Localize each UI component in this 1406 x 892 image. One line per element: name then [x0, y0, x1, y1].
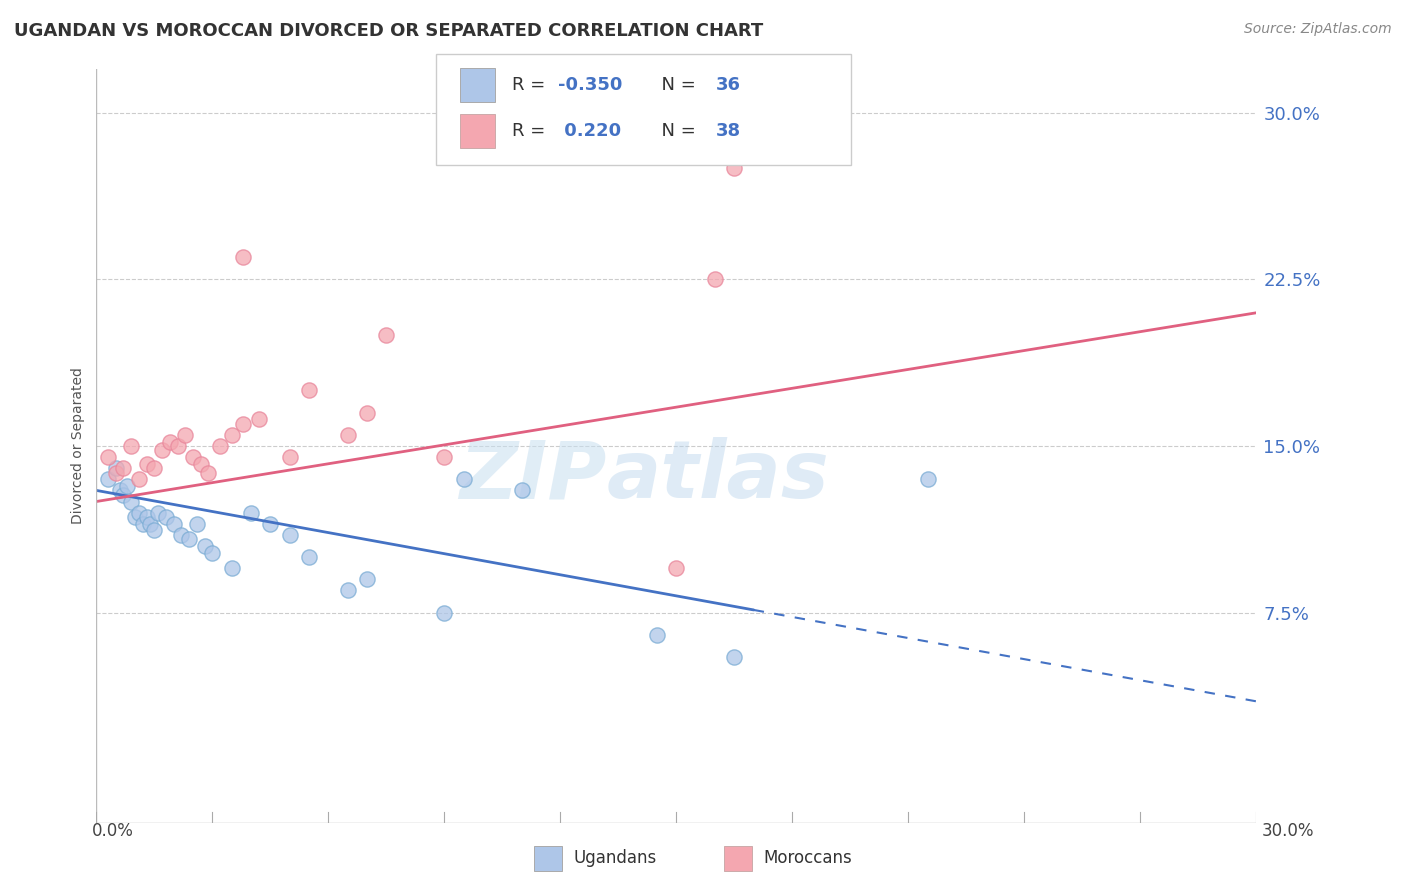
- Point: [278, 528, 301, 542]
- Text: R =: R =: [512, 122, 551, 140]
- Point: [104, 461, 127, 475]
- Point: [453, 472, 475, 486]
- Text: Moroccans: Moroccans: [763, 849, 852, 867]
- Point: [128, 472, 150, 486]
- Point: [190, 457, 212, 471]
- Text: N =: N =: [650, 76, 702, 94]
- Point: [117, 479, 139, 493]
- Point: [148, 506, 170, 520]
- Point: [112, 461, 135, 475]
- Point: [221, 428, 243, 442]
- Point: [139, 516, 162, 531]
- Point: [232, 417, 254, 431]
- Point: [247, 412, 270, 426]
- Point: [201, 545, 224, 559]
- Text: 36: 36: [716, 76, 741, 94]
- Point: [665, 561, 688, 575]
- Point: [336, 428, 359, 442]
- Point: [510, 483, 533, 498]
- Point: [723, 649, 745, 664]
- Point: [375, 328, 398, 343]
- Text: 0.220: 0.220: [558, 122, 621, 140]
- Text: -0.350: -0.350: [558, 76, 623, 94]
- Point: [120, 439, 142, 453]
- Point: [124, 510, 146, 524]
- Point: [143, 524, 166, 538]
- Point: [433, 450, 456, 464]
- Point: [298, 549, 321, 564]
- Point: [356, 572, 378, 586]
- Point: [336, 583, 359, 598]
- Text: 0.0%: 0.0%: [91, 822, 134, 840]
- Text: R =: R =: [512, 76, 551, 94]
- Point: [97, 450, 120, 464]
- Point: [194, 539, 217, 553]
- Point: [240, 506, 263, 520]
- Point: [181, 450, 204, 464]
- Text: Source: ZipAtlas.com: Source: ZipAtlas.com: [1244, 22, 1392, 37]
- Point: [135, 457, 157, 471]
- Point: [128, 506, 150, 520]
- Point: [259, 516, 281, 531]
- Point: [120, 494, 142, 508]
- Point: [132, 516, 155, 531]
- Point: [166, 439, 188, 453]
- Point: [104, 466, 127, 480]
- Point: [174, 428, 197, 442]
- Point: [179, 533, 201, 547]
- Text: 38: 38: [716, 122, 741, 140]
- Point: [186, 516, 208, 531]
- Point: [232, 250, 254, 264]
- Point: [108, 483, 131, 498]
- Point: [159, 434, 181, 449]
- Point: [221, 561, 243, 575]
- Point: [197, 466, 219, 480]
- Point: [163, 516, 186, 531]
- Text: Ugandans: Ugandans: [574, 849, 657, 867]
- Point: [917, 472, 939, 486]
- Point: [209, 439, 232, 453]
- Text: 30.0%: 30.0%: [1263, 822, 1315, 840]
- Point: [645, 628, 668, 642]
- Point: [97, 472, 120, 486]
- Point: [143, 461, 166, 475]
- Point: [298, 384, 321, 398]
- Text: atlas: atlas: [607, 437, 830, 516]
- Y-axis label: Divorced or Separated: Divorced or Separated: [72, 368, 86, 524]
- Point: [135, 510, 157, 524]
- Point: [155, 510, 177, 524]
- Text: UGANDAN VS MOROCCAN DIVORCED OR SEPARATED CORRELATION CHART: UGANDAN VS MOROCCAN DIVORCED OR SEPARATE…: [14, 22, 763, 40]
- Point: [170, 528, 193, 542]
- Point: [112, 488, 135, 502]
- Point: [278, 450, 301, 464]
- Point: [150, 443, 173, 458]
- Point: [704, 272, 727, 286]
- Point: [356, 406, 378, 420]
- Text: N =: N =: [650, 122, 702, 140]
- Point: [723, 161, 745, 176]
- Point: [433, 606, 456, 620]
- Text: ZIP: ZIP: [460, 437, 607, 516]
